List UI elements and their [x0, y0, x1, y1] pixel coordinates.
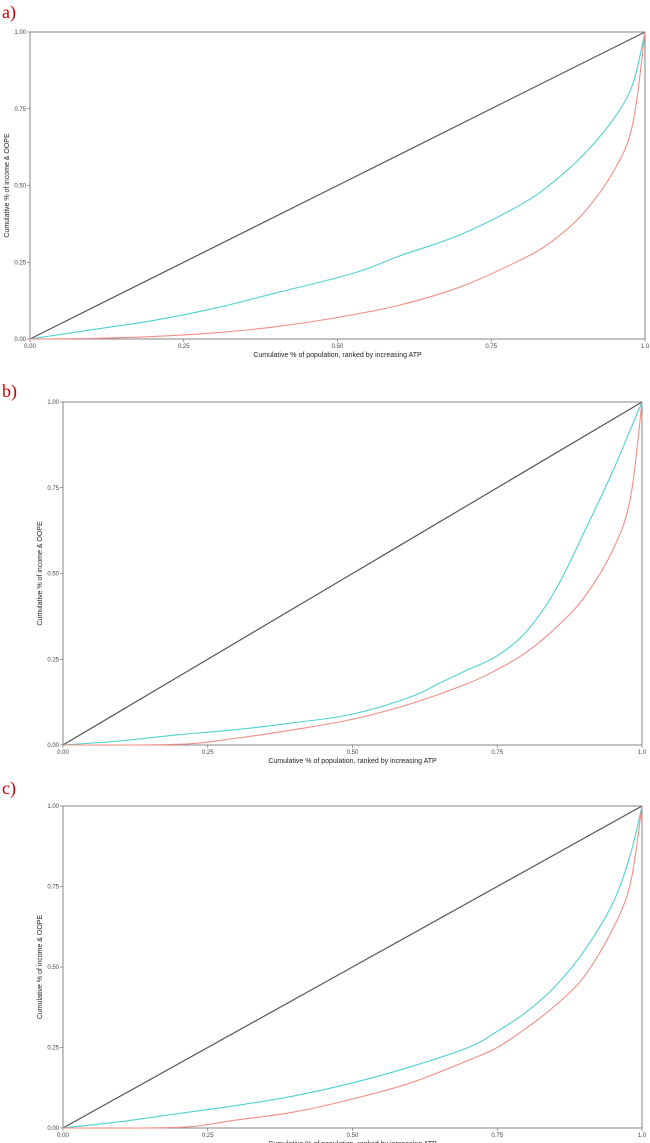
- panel-label: a): [2, 2, 16, 22]
- x-tick-label: 0.25: [178, 344, 190, 350]
- panel-a: a) 0.00 0.25 0.50 0.75 1.0 0.00 0.25 0.50 0.75 1.…: [0, 0, 650, 381]
- y-tick-label: 0.75: [47, 486, 59, 492]
- y-tick-label: 1.00: [47, 400, 59, 406]
- y-tick-label: 1.00: [47, 804, 59, 810]
- income-curve: [62, 401, 643, 746]
- x-tick-label: 0.00: [57, 750, 69, 756]
- y-tick-label: 0.25: [47, 657, 59, 663]
- panel-label: c): [2, 778, 16, 798]
- x-tick-label: 0.25: [202, 1133, 214, 1139]
- x-tick-label: 0.25: [202, 750, 214, 756]
- x-tick-label: 1.0: [641, 344, 650, 350]
- equality-line: [62, 805, 643, 1129]
- x-tick-label: 0.75: [491, 750, 503, 756]
- chart-a: 0.00 0.25 0.50 0.75 1.0 0.00 0.25 0.50 0.75 1.00 C…: [4, 30, 650, 359]
- x-tick-label: 0.75: [491, 1133, 503, 1139]
- y-tick-label: 0.50: [47, 965, 59, 971]
- chart-c: 0.00 0.25 0.50 0.75 1.0 0.00 0.25 0.50 0.75 1.00 C…: [37, 804, 647, 1143]
- x-tick-label: 0.00: [57, 1133, 69, 1139]
- x-tick-label: 0.75: [485, 344, 497, 350]
- y-axis-title: Cumulative % of income & OOPE: [37, 915, 44, 1020]
- income-curve: [29, 31, 646, 340]
- x-tick-label: 0.50: [347, 1133, 359, 1139]
- equality-line: [29, 31, 646, 340]
- y-tick-label: 0.75: [14, 107, 26, 113]
- income-curve: [62, 805, 643, 1129]
- x-tick-label: 0.50: [347, 750, 359, 756]
- panel-c: c) 0.00 0.25 0.50 0.75 1.0 0.00 0.25 0.50 0.75 1.…: [0, 762, 650, 1143]
- x-axis-title: Cumulative % of population, ranked by in…: [253, 352, 422, 359]
- equality-line: [62, 401, 643, 746]
- y-tick-label: 0.00: [47, 1126, 59, 1132]
- y-tick-label: 0.50: [14, 184, 26, 190]
- chart-b: 0.00 0.25 0.50 0.75 1.0 0.00 0.25 0.50 0.75 1.00 C…: [37, 400, 647, 765]
- y-tick-label: 0.25: [47, 1046, 59, 1052]
- y-tick-label: 0.75: [47, 885, 59, 891]
- x-tick-label: 0.00: [24, 344, 36, 350]
- x-axis-title: Cumulative % of population, ranked by in…: [268, 758, 437, 765]
- oope-curve: [29, 31, 646, 340]
- x-tick-label: 1.0: [638, 1133, 647, 1139]
- y-tick-label: 0.00: [47, 743, 59, 749]
- panel-label: b): [2, 381, 17, 401]
- y-tick-label: 0.25: [14, 260, 26, 266]
- y-axis-title: Cumulative % of income & OOPE: [4, 133, 11, 238]
- y-tick-label: 1.00: [14, 30, 26, 36]
- x-tick-label: 0.50: [332, 344, 344, 350]
- y-tick-label: 0.00: [14, 337, 26, 343]
- x-axis-title: Cumulative % of population, ranked by in…: [268, 1141, 437, 1143]
- x-tick-label: 1.0: [638, 750, 647, 756]
- y-axis-title: Cumulative % of income & OOPE: [37, 521, 44, 626]
- oope-curve: [62, 401, 643, 746]
- oope-curve: [62, 805, 643, 1129]
- y-tick-label: 0.50: [47, 572, 59, 578]
- panel-b: b) 0.00 0.25 0.50 0.75 1.0 0.00 0.25 0.50 0.75 1.…: [0, 381, 650, 765]
